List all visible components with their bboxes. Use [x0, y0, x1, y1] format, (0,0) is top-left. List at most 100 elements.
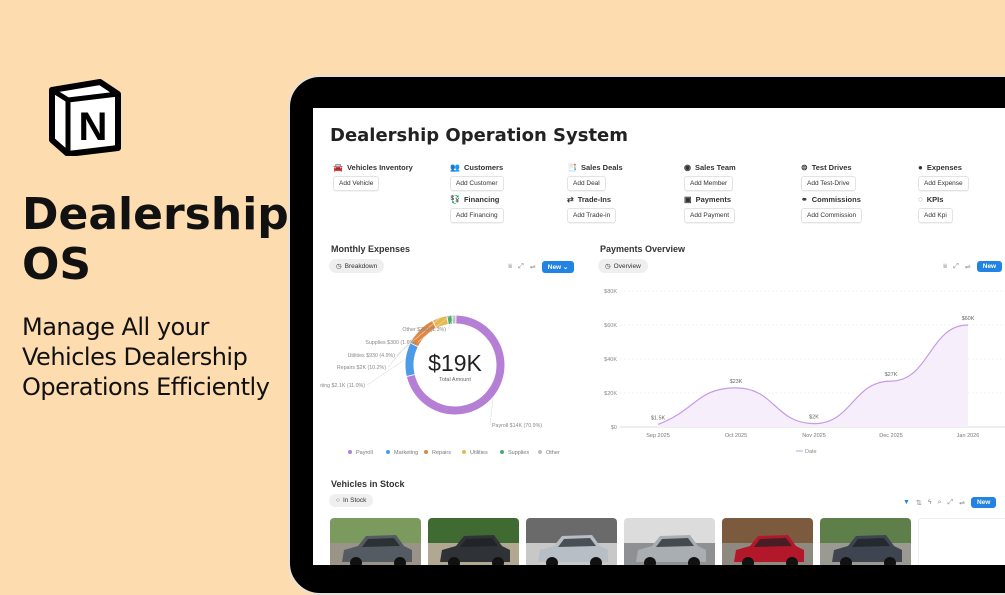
data-label: $2K: [809, 415, 819, 421]
legend-swatch: [424, 450, 428, 454]
add-button[interactable]: Add Kpi: [918, 208, 953, 223]
settings-icon[interactable]: ⇌: [965, 263, 971, 271]
hero-title: Dealership OS: [22, 190, 282, 290]
quick-link-payments: ▣Payments Add Payment: [684, 194, 735, 223]
add-button[interactable]: Add Commission: [801, 208, 862, 223]
add-button[interactable]: Add Test-Drive: [801, 176, 856, 191]
quick-link-title[interactable]: ⚭Commissions: [801, 194, 862, 204]
breakdown-view-tab[interactable]: ◷Breakdown: [329, 259, 384, 273]
area-fill: [658, 325, 968, 427]
legend-swatch: [348, 450, 352, 454]
quick-link-trade-ins: ⇄Trade-Ins Add Trade-in: [567, 194, 616, 223]
notion-page: Dealership Operation System 🚘Vehicles In…: [313, 108, 1005, 565]
coins-icon: ⚭: [801, 195, 808, 204]
slice-label: Payroll $14K (70.9%): [492, 423, 542, 429]
car-icon: 🚘: [333, 163, 343, 172]
vehicle-card[interactable]: [820, 518, 911, 565]
data-label: $27K: [885, 372, 898, 378]
quick-link-vehicles-inventory: 🚘Vehicles Inventory Add Vehicle: [333, 162, 413, 191]
x-tick-label: Jan 2026: [957, 433, 980, 439]
add-button[interactable]: Add Expense: [918, 176, 969, 191]
quick-link-title[interactable]: 👥Customers: [450, 162, 504, 172]
automation-icon[interactable]: ϟ: [928, 499, 932, 506]
legend-label: Payroll: [356, 450, 373, 456]
vehicle-photo: [330, 518, 421, 565]
legend-swatch: [386, 450, 390, 454]
filter-icon[interactable]: ⩸: [943, 263, 947, 271]
x-tick-label: Oct 2025: [725, 433, 747, 439]
donut-slice-marketing: [410, 345, 415, 375]
legend-swatch: [538, 450, 542, 454]
legend-label: Marketing: [394, 450, 418, 456]
sort-icon[interactable]: ⇅: [916, 499, 922, 507]
add-button[interactable]: Add Payment: [684, 208, 735, 223]
vehicle-card[interactable]: [526, 518, 617, 565]
hero-subtitle: Manage All your Vehicles Dealership Oper…: [22, 312, 292, 402]
quick-link-kpis: ◌KPIs Add Kpi: [918, 194, 953, 223]
label-leader: [490, 396, 493, 425]
steering-wheel-icon: ⊜: [801, 163, 808, 172]
document-icon: 📑: [567, 163, 577, 172]
quick-link-financing: 💱Financing Add Financing: [450, 194, 504, 223]
legend-label: Utilities: [470, 450, 488, 456]
people-icon: 👥: [450, 163, 460, 172]
new-expense-button[interactable]: New ⌄: [542, 261, 575, 273]
quick-link-sales-team: ◉Sales Team Add Member: [684, 162, 736, 191]
expand-icon[interactable]: ⤢: [953, 263, 959, 271]
new-vehicle-button[interactable]: New: [971, 497, 996, 508]
y-tick-label: $60K: [604, 323, 617, 329]
slice-label: Supplies $300 (1.6%): [365, 340, 416, 346]
add-button[interactable]: Add Member: [684, 176, 733, 191]
quick-link-title[interactable]: ◌KPIs: [918, 194, 953, 204]
vehicle-photo: [722, 518, 813, 565]
label-leader: [367, 359, 406, 385]
vehicle-card[interactable]: [624, 518, 715, 565]
quick-link-title[interactable]: 💱Financing: [450, 194, 504, 204]
y-tick-label: $20K: [604, 391, 617, 397]
vehicle-card-empty[interactable]: [918, 518, 1005, 565]
add-button[interactable]: Add Deal: [567, 176, 606, 191]
settings-icon[interactable]: ⇌: [959, 499, 965, 507]
quick-link-customers: 👥Customers Add Customer: [450, 162, 504, 191]
quick-link-title[interactable]: 📑Sales Deals: [567, 162, 623, 172]
circle-icon: ○: [336, 497, 340, 504]
add-button[interactable]: Add Trade-in: [567, 208, 616, 223]
quick-link-title[interactable]: ●Expenses: [918, 162, 969, 172]
quick-link-title[interactable]: 🚘Vehicles Inventory: [333, 162, 413, 172]
add-button[interactable]: Add Vehicle: [333, 176, 379, 191]
donut-total: $19K: [428, 350, 482, 376]
legend-label: Other: [546, 450, 560, 456]
slice-label: Repairs $2K (10.2%): [337, 365, 386, 371]
search-icon[interactable]: ⌕: [938, 499, 942, 507]
stock-title: Vehicles in Stock: [331, 479, 405, 489]
donut-total-label: Total Amount: [439, 377, 471, 383]
quick-link-title[interactable]: ◉Sales Team: [684, 162, 736, 172]
expand-icon[interactable]: ⤢: [947, 499, 953, 507]
vehicle-card[interactable]: [330, 518, 421, 565]
vehicle-photo: [820, 518, 911, 565]
slice-label: Other $250 (1.3%): [402, 327, 446, 333]
vehicle-card[interactable]: [722, 518, 813, 565]
legend-swatch: [462, 450, 466, 454]
quick-link-title[interactable]: ▣Payments: [684, 194, 735, 204]
expand-icon[interactable]: ⤢: [518, 263, 524, 271]
settings-icon[interactable]: ⇌: [530, 263, 536, 271]
add-button[interactable]: Add Financing: [450, 208, 504, 223]
data-label: $23K: [730, 379, 743, 385]
legend-label: Supplies: [508, 450, 529, 456]
x-tick-label: Nov 2025: [802, 433, 826, 439]
quick-link-title[interactable]: ⊜Test Drives: [801, 162, 856, 172]
data-label: $60K: [962, 316, 975, 322]
add-button[interactable]: Add Customer: [450, 176, 504, 191]
clock-icon: ◷: [605, 262, 611, 270]
in-stock-view-tab[interactable]: ○In Stock: [329, 494, 373, 507]
filter-icon[interactable]: ▼: [903, 499, 910, 506]
overview-view-tab[interactable]: ◷Overview: [598, 259, 648, 273]
vehicle-card[interactable]: [428, 518, 519, 565]
filter-icon[interactable]: ⩸: [508, 263, 512, 271]
x-tick-label: Dec 2025: [879, 433, 903, 439]
quick-link-title[interactable]: ⇄Trade-Ins: [567, 194, 616, 204]
legend-label: Date: [805, 449, 817, 455]
new-payment-button[interactable]: New: [977, 261, 1002, 272]
